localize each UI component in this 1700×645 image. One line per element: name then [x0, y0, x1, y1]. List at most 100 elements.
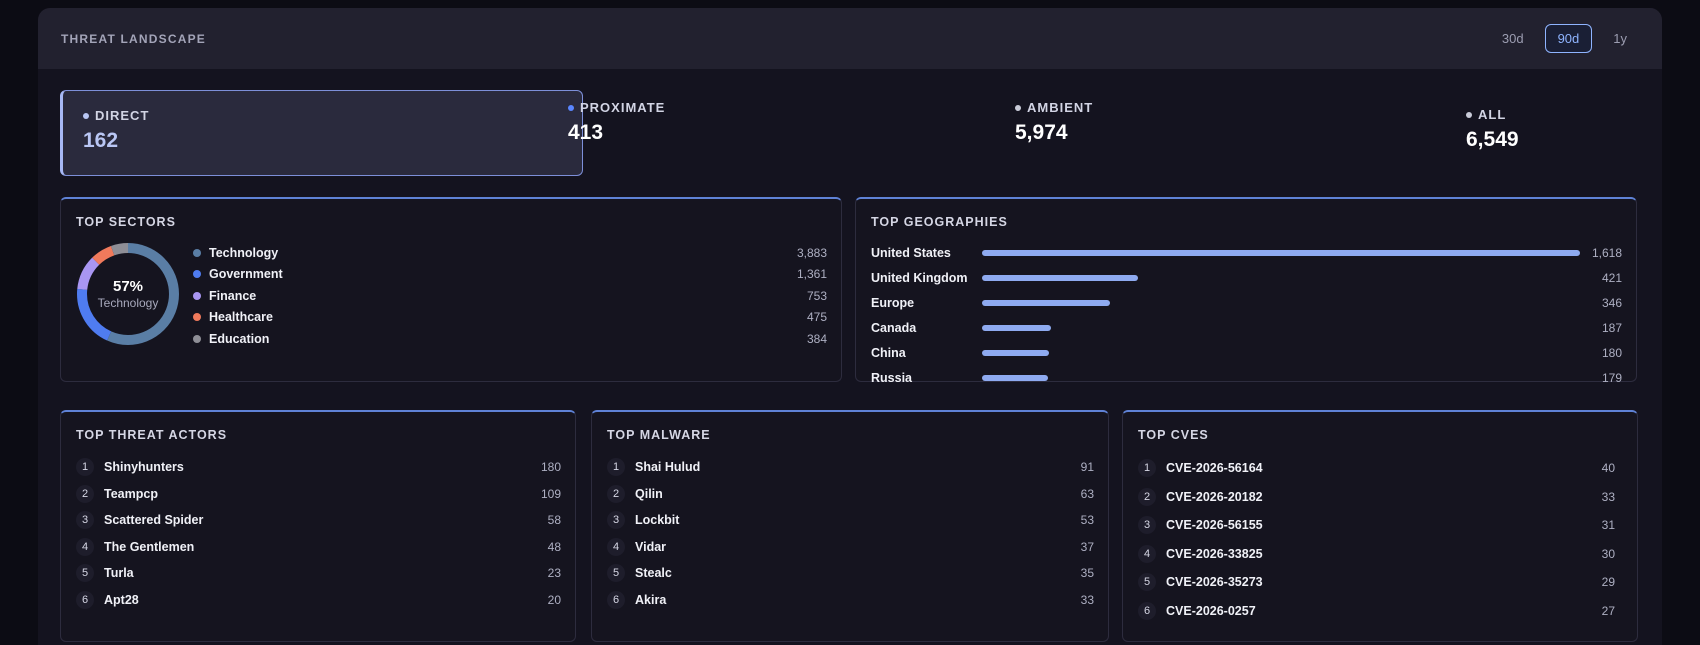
geography-bar [982, 299, 1110, 306]
geography-row[interactable]: China 180 [871, 340, 1622, 365]
sector-name: Healthcare [209, 310, 273, 325]
threat-actor-row[interactable]: 2 Teampcp 109 [76, 481, 561, 508]
stat-all[interactable]: ALL 6,549 [1466, 90, 1519, 152]
cve-id: CVE-2026-56164 [1166, 461, 1263, 476]
rank-badge: 3 [76, 511, 94, 530]
threat-actor-row[interactable]: 4 The Gentlemen 48 [76, 534, 561, 561]
sector-name: Government [209, 267, 283, 282]
cve-id: CVE-2026-0257 [1166, 603, 1256, 618]
geography-row[interactable]: Europe 346 [871, 290, 1622, 315]
cve-row[interactable]: 6 CVE-2026-0257 27 [1138, 597, 1615, 626]
sector-name: Education [209, 331, 270, 346]
rank-badge: 2 [607, 484, 625, 503]
card-title: TOP SECTORS [76, 215, 176, 229]
range-30d-button[interactable]: 30d [1501, 31, 1524, 46]
rank-badge: 6 [76, 590, 94, 609]
threat-actor-row[interactable]: 1 Shinyhunters 180 [76, 454, 561, 481]
geography-row[interactable]: Canada 187 [871, 315, 1622, 340]
proximate-dot-icon [568, 104, 574, 111]
stat-value: 5,974 [1015, 121, 1068, 144]
malware-row[interactable]: 2 Qilin 63 [607, 481, 1094, 508]
threat-landscape-panel: THREAT LANDSCAPE 30d 90d 1y DIRECT 162 P… [38, 8, 1662, 645]
sector-count: 753 [806, 288, 827, 303]
cve-list: 1 CVE-2026-56164 40 2 CVE-2026-20182 33 3 CVE… [1138, 454, 1615, 625]
sector-name: Technology [209, 245, 279, 260]
threat-actor-name: Teampcp [104, 486, 158, 501]
threat-actor-name: Scattered Spider [104, 513, 204, 528]
sector-color-dot-icon [193, 291, 201, 300]
cve-row[interactable]: 1 CVE-2026-56164 40 [1138, 454, 1615, 483]
rank-badge: 1 [76, 458, 94, 477]
sector-row[interactable]: Finance 753 [193, 285, 827, 307]
geography-row[interactable]: Russia 179 [871, 365, 1622, 390]
threat-actor-row[interactable]: 3 Scattered Spider 58 [76, 507, 561, 534]
sector-row[interactable]: Technology 3,883 [193, 242, 827, 264]
geography-count: 180 [1601, 345, 1622, 360]
stat-label: ALL [1478, 107, 1507, 122]
geography-row[interactable]: United States 1,618 [871, 240, 1622, 265]
threat-actor-count: 23 [547, 566, 561, 581]
stat-proximate[interactable]: PROXIMATE 413 [568, 90, 665, 145]
stat-label: DIRECT [95, 108, 150, 123]
stat-label: AMBIENT [1027, 100, 1094, 115]
top-threat-actors-card: TOP THREAT ACTORS 1 Shinyhunters 180 2 Team… [60, 410, 576, 642]
sector-color-dot-icon [193, 334, 201, 343]
top-sectors-card: TOP SECTORS 57% Technology Technology 3,8… [60, 197, 842, 382]
rank-badge: 6 [1138, 601, 1156, 620]
malware-name: Shai Hulud [635, 460, 701, 475]
top-malware-card: TOP MALWARE 1 Shai Hulud 91 2 Qilin 63 3 Lock… [591, 410, 1109, 642]
malware-name: Vidar [635, 539, 667, 554]
malware-row[interactable]: 6 Akira 33 [607, 587, 1094, 614]
geography-name: Europe [871, 295, 915, 310]
rank-badge: 2 [1138, 487, 1156, 506]
cve-row[interactable]: 2 CVE-2026-20182 33 [1138, 483, 1615, 512]
range-1y-button[interactable]: 1y [1613, 31, 1627, 46]
ambient-dot-icon [1015, 104, 1021, 111]
threat-actor-row[interactable]: 5 Turla 23 [76, 560, 561, 587]
threat-actor-count: 48 [547, 539, 561, 554]
threat-actor-row[interactable]: 6 Apt28 20 [76, 587, 561, 614]
direct-dot-icon [83, 112, 89, 119]
card-title: TOP GEOGRAPHIES [871, 215, 1008, 229]
geography-row[interactable]: United Kingdom 421 [871, 265, 1622, 290]
stat-ambient[interactable]: AMBIENT 5,974 [1015, 90, 1093, 145]
panel-title: THREAT LANDSCAPE [61, 31, 206, 46]
donut-segment-education[interactable] [77, 243, 179, 345]
malware-row[interactable]: 4 Vidar 37 [607, 534, 1094, 561]
malware-name: Akira [635, 592, 667, 607]
cve-row[interactable]: 3 CVE-2026-56155 31 [1138, 511, 1615, 540]
range-90d-button[interactable]: 90d [1544, 24, 1593, 53]
sector-row[interactable]: Government 1,361 [193, 264, 827, 286]
all-dot-icon [1466, 111, 1472, 118]
malware-count: 53 [1080, 513, 1094, 528]
geography-count: 346 [1601, 295, 1622, 310]
rank-badge: 5 [76, 564, 94, 583]
donut-segment-government[interactable] [77, 243, 179, 345]
sector-row[interactable]: Education 384 [193, 328, 827, 350]
geography-count: 1,618 [1591, 245, 1622, 260]
top-geographies-card: TOP GEOGRAPHIES United States 1,618 Unite… [855, 197, 1637, 385]
cve-count: 29 [1601, 575, 1615, 590]
cve-count: 27 [1601, 603, 1615, 618]
malware-row[interactable]: 3 Lockbit 53 [607, 507, 1094, 534]
geography-name: Canada [871, 320, 917, 335]
malware-count: 91 [1080, 460, 1094, 475]
malware-row[interactable]: 1 Shai Hulud 91 [607, 454, 1094, 481]
card-title: TOP CVES [1138, 428, 1209, 442]
geography-bar [982, 249, 1580, 256]
top-cves-card: TOP CVES 1 CVE-2026-56164 40 2 CVE-2026-201… [1122, 410, 1638, 642]
malware-row[interactable]: 5 Stealc 35 [607, 560, 1094, 587]
sector-row[interactable]: Healthcare 475 [193, 307, 827, 329]
stat-direct[interactable]: DIRECT 162 [60, 90, 583, 176]
cve-row[interactable]: 4 CVE-2026-33825 30 [1138, 540, 1615, 569]
rank-badge: 5 [607, 564, 625, 583]
rank-badge: 6 [607, 590, 625, 609]
cve-row[interactable]: 5 CVE-2026-35273 29 [1138, 568, 1615, 597]
threat-actor-name: Turla [104, 566, 134, 581]
geography-list: United States 1,618 United Kingdom 421 Eur… [871, 240, 1622, 390]
sector-donut-chart: 57% Technology [76, 242, 180, 346]
sector-count: 1,361 [796, 267, 827, 282]
cve-count: 31 [1601, 518, 1615, 533]
stat-value: 413 [568, 121, 604, 144]
proximity-stats: DIRECT 162 PROXIMATE 413 AMBIENT 5,974 A… [60, 90, 1640, 176]
